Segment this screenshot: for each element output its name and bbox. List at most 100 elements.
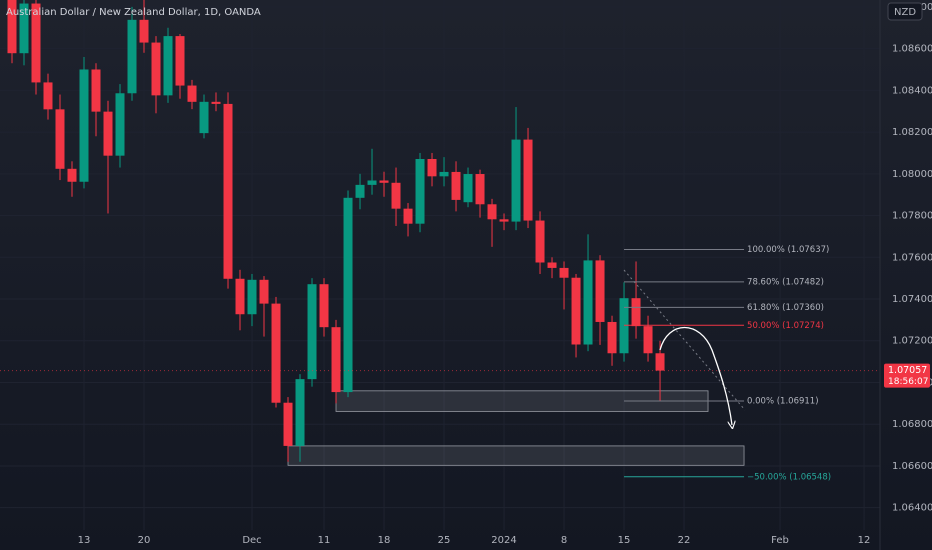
- candle-body: [475, 174, 485, 205]
- candle-body: [655, 353, 665, 371]
- candle-body: [115, 93, 125, 156]
- candle-body: [331, 327, 341, 393]
- candle-body: [643, 326, 653, 354]
- zone: [287, 445, 745, 466]
- x-tick-label: Dec: [242, 535, 261, 546]
- fib-label: 50.00% (1.07274): [747, 321, 824, 331]
- candle-body: [391, 182, 401, 209]
- currency-button[interactable]: [887, 2, 923, 21]
- candle-body: [223, 103, 233, 279]
- candle-body: [247, 279, 257, 315]
- x-tick-label: 25: [438, 535, 451, 546]
- fib-label: 100.00% (1.07637): [747, 245, 829, 255]
- candle-body: [7, 0, 17, 54]
- candle-body: [103, 111, 113, 156]
- x-tick-label: 2024: [491, 535, 516, 546]
- zones: [287, 390, 745, 466]
- candle-body: [151, 42, 161, 96]
- candle-body: [571, 277, 581, 345]
- candle-body: [523, 139, 533, 221]
- candle-body: [271, 303, 281, 403]
- candle-body: [295, 379, 305, 446]
- y-tick-label: 1.08200: [892, 127, 932, 138]
- y-tick-label: 1.08600: [892, 44, 932, 55]
- candle-body: [163, 36, 173, 96]
- last-price-box: [884, 363, 930, 388]
- x-tick-label: 22: [678, 535, 691, 546]
- y-tick-label: 1.07200: [892, 336, 932, 347]
- currency-label: NZD: [894, 7, 916, 18]
- candle-body: [235, 278, 245, 315]
- candle-body: [259, 279, 269, 304]
- candle-body: [319, 284, 329, 328]
- fib-trend-line: [623, 269, 746, 411]
- fib-label: 61.80% (1.07360): [747, 303, 824, 313]
- candle-body: [451, 171, 461, 200]
- candle-body: [487, 204, 497, 220]
- last-price-label: 1.07057: [888, 365, 927, 376]
- candle-body: [139, 19, 149, 43]
- candle-body: [199, 101, 209, 134]
- candle-body: [343, 197, 353, 393]
- candle-body: [511, 139, 521, 222]
- y-tick-label: 1.08400: [892, 85, 932, 96]
- x-tick-label: 12: [858, 535, 871, 546]
- candle-body: [547, 262, 557, 268]
- candle-body: [499, 219, 509, 222]
- fib-label: 0.00% (1.06911): [747, 397, 819, 407]
- y-tick-label: 1.06400: [892, 503, 932, 514]
- candle-body: [67, 168, 77, 182]
- candle-body: [535, 220, 545, 263]
- x-tick-label: Feb: [771, 535, 789, 546]
- fib-label: 78.60% (1.07482): [747, 277, 824, 287]
- candle-body: [175, 36, 185, 86]
- candle-body: [307, 284, 317, 380]
- candles: [7, 0, 665, 462]
- candle-body: [607, 321, 617, 354]
- candle-body: [595, 260, 605, 322]
- x-tick-label: 15: [618, 535, 631, 546]
- candle-body: [427, 159, 437, 177]
- y-tick-label: 1.08000: [892, 169, 932, 180]
- y-tick-label: 1.07400: [892, 294, 932, 305]
- x-tick-label: 20: [138, 535, 151, 546]
- y-tick-label: 1.06800: [892, 419, 932, 430]
- fib-label: −50.00% (1.06548): [747, 472, 831, 482]
- candle-body: [631, 298, 641, 327]
- candle-body: [91, 69, 101, 112]
- chart-title: Australian Dollar / New Zealand Dollar, …: [6, 7, 261, 18]
- grid: [0, 0, 880, 530]
- candle-body: [559, 267, 569, 278]
- x-tick-label: 18: [378, 535, 391, 546]
- x-tick-label: 13: [78, 535, 91, 546]
- x-tick-label: 8: [561, 535, 567, 546]
- candle-body: [439, 171, 449, 177]
- candle-body: [379, 180, 389, 183]
- countdown-label: 18:56:07: [888, 377, 928, 387]
- candle-body: [583, 260, 593, 345]
- candle-body: [187, 85, 197, 102]
- candle-body: [463, 174, 473, 203]
- y-tick-label: 1.07600: [892, 252, 932, 263]
- y-tick-label: 1.07800: [892, 211, 932, 222]
- candle-body: [55, 109, 65, 169]
- fibonacci: 100.00% (1.07637) 78.60% (1.07482) 61.80% …: [624, 245, 831, 482]
- candle-body: [127, 19, 137, 94]
- candle-body: [367, 180, 377, 185]
- projection-arrow: [659, 326, 732, 426]
- candle-body: [79, 69, 89, 182]
- candle-body: [283, 402, 293, 446]
- candle-body: [403, 208, 413, 224]
- candle-body: [19, 3, 29, 54]
- candle-body: [355, 184, 365, 198]
- candle-body: [43, 82, 53, 110]
- candle-body: [415, 159, 425, 224]
- candle-body: [619, 298, 629, 354]
- candle-body: [31, 3, 41, 83]
- candle-body: [211, 101, 221, 104]
- y-tick-label: 1.06600: [892, 461, 932, 472]
- x-tick-label: 11: [318, 535, 331, 546]
